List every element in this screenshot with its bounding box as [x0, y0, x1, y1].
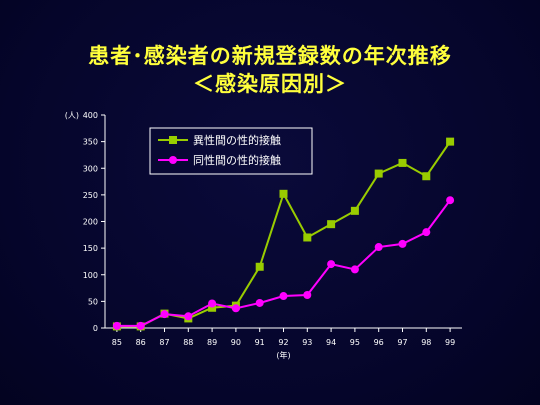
x-tick-label: 95 — [350, 338, 360, 347]
x-tick-label: 90 — [231, 338, 241, 347]
data-point-circle — [350, 265, 359, 274]
x-tick-label: 88 — [183, 338, 193, 347]
data-point-square — [398, 158, 407, 167]
x-tick-label: 87 — [159, 338, 169, 347]
data-point-circle — [208, 299, 217, 308]
data-point-square — [374, 169, 383, 178]
data-point-circle — [303, 290, 312, 299]
data-point-circle — [446, 196, 455, 205]
x-tick-label: 89 — [207, 338, 217, 347]
legend-box — [149, 127, 313, 175]
x-tick-label: 91 — [255, 338, 265, 347]
data-point-circle — [112, 321, 121, 330]
data-point-circle — [327, 260, 336, 269]
data-point-square — [327, 220, 336, 229]
y-tick-label: 100 — [83, 271, 98, 280]
x-tick-label: 98 — [421, 338, 431, 347]
y-tick-label: 50 — [88, 297, 98, 306]
y-tick-label: 200 — [83, 218, 98, 227]
y-axis-unit-label: (人) — [65, 111, 79, 120]
legend-label: 異性間の性的接触 — [193, 133, 281, 147]
x-tick-label: 93 — [302, 338, 312, 347]
data-point-circle — [136, 321, 145, 330]
x-tick-label: 94 — [326, 338, 336, 347]
y-tick-label: 350 — [83, 138, 98, 147]
legend-marker-circle — [169, 156, 177, 164]
data-point-square — [422, 172, 431, 181]
data-point-square — [255, 262, 264, 271]
data-point-circle — [398, 239, 407, 248]
x-tick-label: 96 — [374, 338, 384, 347]
x-tick-label: 92 — [278, 338, 288, 347]
data-point-circle — [231, 304, 240, 313]
legend-label: 同性間の性的接触 — [193, 153, 281, 167]
data-point-circle — [422, 228, 431, 237]
y-tick-label: 0 — [93, 324, 98, 333]
y-tick-label: 250 — [83, 191, 98, 200]
data-point-square — [208, 303, 217, 312]
x-axis-unit-label: (年) — [276, 350, 290, 360]
legend-marker-square — [169, 136, 177, 144]
data-point-circle — [160, 310, 169, 319]
y-tick-label: 300 — [83, 164, 98, 173]
data-point-square — [303, 233, 312, 242]
series-line-2 — [116, 199, 451, 327]
data-point-square — [350, 206, 359, 215]
x-tick-label: 85 — [112, 338, 122, 347]
x-tick-label: 86 — [136, 338, 146, 347]
slide-title: 患者･感染者の新規登録数の年次推移 — [88, 44, 452, 68]
y-tick-label: 150 — [83, 244, 98, 253]
y-tick-label: 400 — [83, 111, 98, 120]
slide-subtitle: ＜感染原因別＞ — [193, 72, 347, 96]
x-tick-label: 97 — [397, 338, 407, 347]
data-point-square — [279, 189, 288, 198]
data-point-circle — [184, 312, 193, 321]
x-tick-label: 99 — [445, 338, 455, 347]
data-point-circle — [374, 243, 383, 252]
data-point-square — [446, 137, 455, 146]
data-point-circle — [279, 292, 288, 301]
data-point-circle — [255, 298, 264, 307]
